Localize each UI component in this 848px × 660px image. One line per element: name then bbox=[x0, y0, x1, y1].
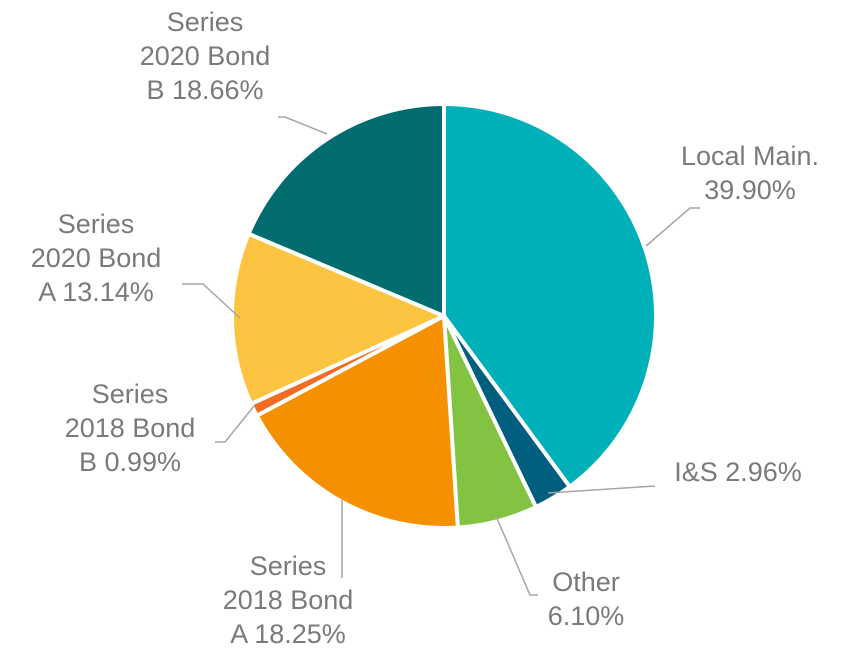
slice-label-3: Series 2018 Bond A 18.25% bbox=[223, 551, 354, 649]
leader-line-5 bbox=[182, 283, 241, 319]
slice-label-1: I&S 2.96% bbox=[674, 457, 802, 487]
slice-label-6: Series 2020 Bond B 18.66% bbox=[140, 7, 271, 105]
pie-slice-0 bbox=[442, 102, 658, 489]
pie-slice-5 bbox=[230, 231, 446, 406]
slice-label-5: Series 2020 Bond A 13.14% bbox=[31, 209, 162, 307]
pie-slice-6 bbox=[246, 102, 446, 318]
leader-line-4 bbox=[215, 405, 255, 443]
leader-line-2 bbox=[495, 515, 538, 596]
slice-labels: Local Main. 39.90% I&S 2.96% Other 6.10% Seri… bbox=[31, 7, 819, 649]
slice-label-2: Other 6.10% bbox=[548, 567, 625, 631]
slice-label-4: Series 2018 Bond B 0.99% bbox=[65, 379, 196, 477]
pie-slice-3 bbox=[254, 314, 460, 530]
leader-lines bbox=[182, 116, 700, 596]
leader-line-0 bbox=[645, 207, 700, 247]
pie-slices bbox=[230, 102, 658, 530]
leader-line-1 bbox=[547, 485, 656, 494]
leader-line-6 bbox=[278, 116, 328, 135]
slice-label-0: Local Main. 39.90% bbox=[681, 141, 819, 205]
